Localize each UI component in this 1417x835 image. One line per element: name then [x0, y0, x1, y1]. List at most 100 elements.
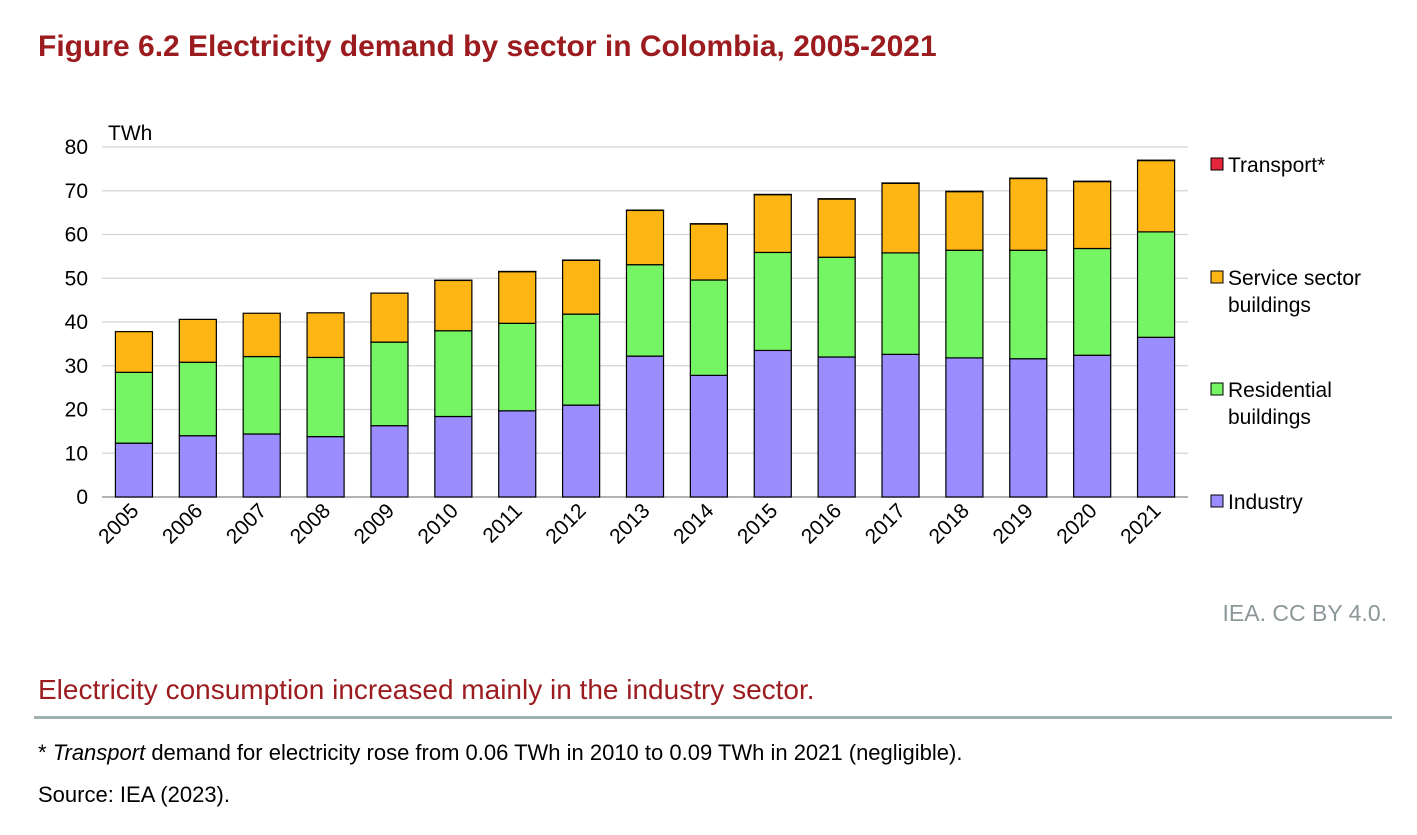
x-tick-label: 2009: [350, 499, 399, 548]
x-tick-label: 2021: [1116, 499, 1165, 548]
bar-segment-residential-buildings: [1073, 247, 1112, 356]
bar-segment-service-sector-buildings: [242, 312, 281, 358]
x-tick-label: 2008: [286, 499, 335, 548]
bars: [114, 159, 1176, 498]
x-tick-label: 2011: [479, 499, 527, 547]
x-tick-label: 2019: [989, 499, 1038, 548]
legend-swatch: [1210, 270, 1224, 284]
x-tick-label: 2012: [541, 499, 590, 548]
bar-segment-residential-buildings: [178, 361, 217, 437]
bar-segment-service-sector-buildings: [1009, 177, 1048, 251]
bar-segment-industry: [1136, 336, 1176, 498]
bar-segment-service-sector-buildings: [561, 259, 601, 315]
bar-segment-residential-buildings: [689, 279, 729, 376]
x-tick-label: 2018: [925, 499, 974, 548]
x-tick-label: 2007: [222, 499, 271, 548]
bar-segment-industry: [689, 374, 729, 498]
source-note: Source: IEA (2023).: [38, 782, 230, 807]
x-tick-label: 2005: [94, 499, 143, 548]
bar-segment-industry: [753, 349, 792, 498]
bar-segment-service-sector-buildings: [881, 182, 920, 254]
bar-segment-service-sector-buildings: [370, 292, 409, 343]
bar-segment-service-sector-buildings: [498, 271, 537, 324]
bar-segment-service-sector-buildings: [434, 279, 473, 332]
footnote-text: demand for electricity rose from 0.06 TW…: [145, 740, 963, 765]
bar-segment-service-sector-buildings: [1073, 180, 1112, 250]
bar-segment-residential-buildings: [817, 256, 856, 358]
bar-segment-residential-buildings: [306, 356, 345, 438]
y-axis: 0 10 20 30 40 50 60 70 80: [65, 136, 88, 509]
bar-segment-industry: [178, 435, 217, 498]
y-axis-unit-label: TWh: [108, 122, 152, 145]
figure-caption: Electricity consumption increased mainly…: [38, 674, 815, 705]
bar-segment-residential-buildings: [945, 249, 984, 359]
bar-segment-service-sector-buildings: [753, 194, 792, 254]
bar-segment-residential-buildings: [242, 355, 281, 435]
y-tick-label: 80: [65, 136, 88, 159]
x-tick-label: 2014: [669, 499, 719, 549]
y-tick-label: 0: [76, 486, 88, 509]
bar-segment-residential-buildings: [1009, 249, 1048, 360]
bar-segment-industry: [434, 415, 473, 498]
bar-segment-residential-buildings: [370, 341, 409, 427]
bar-segment-residential-buildings: [561, 313, 601, 406]
x-tick-label: 2006: [158, 499, 207, 548]
bar-segment-industry: [625, 355, 665, 498]
y-tick-label: 30: [65, 355, 88, 378]
legend-label: Residential buildings: [1228, 379, 1332, 429]
license-credit: IEA. CC BY 4.0.: [1222, 600, 1387, 626]
bar-segment-service-sector-buildings: [114, 331, 154, 373]
y-tick-label: 70: [65, 180, 88, 203]
footnote-prefix: *: [38, 740, 53, 765]
bar-segment-service-sector-buildings: [817, 198, 856, 258]
bar-segment-industry: [114, 442, 154, 498]
x-tick-label: 2016: [797, 499, 846, 548]
bar-segment-residential-buildings: [498, 322, 537, 412]
bar-segment-residential-buildings: [881, 252, 920, 355]
bar-segment-industry: [881, 353, 920, 498]
x-tick-label: 2017: [861, 499, 910, 548]
x-tick-label: 2020: [1052, 499, 1101, 548]
legend-swatch: [1210, 157, 1224, 171]
bar-segment-industry: [370, 425, 409, 498]
bar-segment-service-sector-buildings: [945, 191, 984, 251]
bar-segment-service-sector-buildings: [306, 312, 345, 359]
bar-segment-service-sector-buildings: [689, 223, 729, 281]
bar-segment-industry: [1009, 358, 1048, 498]
bar-segment-residential-buildings: [114, 371, 154, 444]
legend-swatch: [1210, 494, 1224, 508]
chart-title: Figure 6.2 Electricity demand by sector …: [38, 30, 937, 63]
y-tick-label: 20: [65, 399, 88, 422]
bar-segment-industry: [498, 410, 537, 498]
x-tick-label: 2010: [414, 499, 463, 548]
divider: [34, 716, 1392, 719]
x-tick-label: 2013: [605, 499, 654, 548]
legend-label: Industry: [1228, 491, 1303, 514]
bar-segment-service-sector-buildings: [625, 209, 665, 266]
bar-segment-industry: [561, 404, 601, 498]
bar-segment-residential-buildings: [1136, 231, 1176, 338]
x-tick-label: 2015: [733, 499, 782, 548]
legend: Transport* Service sector buildings Residen…: [1210, 154, 1361, 514]
bar-segment-service-sector-buildings: [1136, 159, 1176, 233]
bar-segment-industry: [306, 436, 345, 498]
y-tick-label: 50: [65, 267, 88, 290]
bar-segment-industry: [242, 433, 281, 498]
bar-segment-industry: [1073, 354, 1112, 498]
footnote: * Transport demand for electricity rose …: [38, 740, 962, 766]
legend-swatch: [1210, 382, 1224, 396]
y-tick-label: 10: [65, 442, 88, 465]
bar-segment-industry: [817, 356, 856, 498]
y-tick-label: 40: [65, 311, 88, 334]
bar-segment-industry: [945, 357, 984, 498]
bar-segment-service-sector-buildings: [178, 318, 217, 363]
legend-label: Transport*: [1228, 154, 1325, 177]
x-axis: 2005 2006 2007 2008 2009 2010 2011 2012 2013 2014…: [94, 499, 1165, 549]
bar-segment-residential-buildings: [625, 264, 665, 357]
y-tick-label: 60: [65, 224, 88, 247]
legend-label: Service sector buildings: [1228, 267, 1361, 317]
bar-segment-residential-buildings: [753, 251, 792, 352]
bar-segment-residential-buildings: [434, 330, 473, 418]
footnote-italic: Transport: [52, 740, 146, 765]
